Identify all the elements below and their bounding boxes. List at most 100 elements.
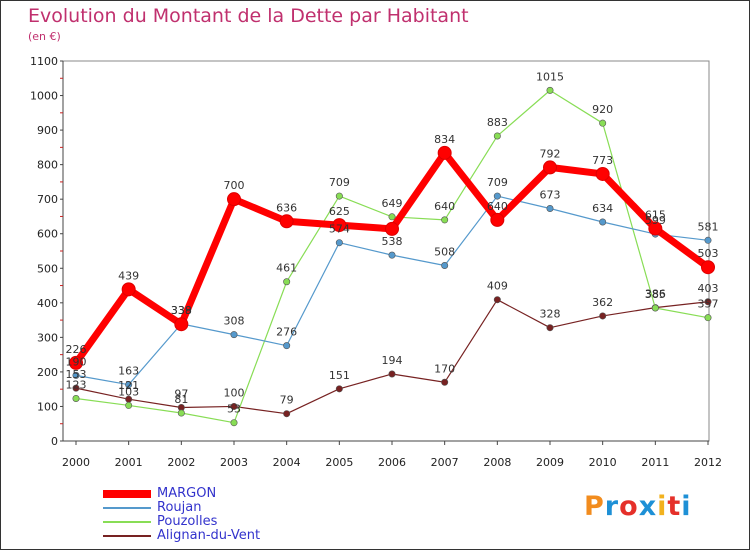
data-label: 53 <box>227 403 241 416</box>
series-point-3 <box>335 385 343 393</box>
y-tick-label: 100 <box>37 400 58 413</box>
x-tick-label: 2001 <box>115 456 143 469</box>
data-label: 834 <box>434 133 455 146</box>
series-point-1 <box>493 192 501 200</box>
data-label: 508 <box>434 246 455 259</box>
series-point-3 <box>230 402 238 410</box>
x-tick-label: 2004 <box>273 456 301 469</box>
logo-letter: r <box>604 491 620 522</box>
data-label: 792 <box>540 147 561 160</box>
data-label: 634 <box>592 202 613 215</box>
series-point-2 <box>177 409 185 417</box>
x-tick-label: 2005 <box>325 456 353 469</box>
series-point-1 <box>335 239 343 247</box>
data-label: 403 <box>698 282 719 295</box>
data-label: 79 <box>280 394 294 407</box>
series-point-0 <box>174 317 189 332</box>
legend-label-2: Pouzolles <box>157 514 218 529</box>
series-point-2 <box>599 119 607 127</box>
data-label: 1015 <box>536 70 564 83</box>
series-point-1 <box>704 236 712 244</box>
series-point-2 <box>125 401 133 409</box>
logo-letter: o <box>619 491 639 522</box>
data-label: 599 <box>645 214 666 227</box>
y-tick-label: 1000 <box>30 90 58 103</box>
series-point-1 <box>283 342 291 350</box>
y-tick-label: 400 <box>37 297 58 310</box>
data-label: 581 <box>698 220 719 233</box>
proxiti-logo: Proxiti <box>584 491 692 522</box>
series-point-3 <box>72 384 80 392</box>
series-point-1 <box>599 218 607 226</box>
logo-letter: P <box>584 491 605 522</box>
series-point-0 <box>543 160 557 175</box>
series-point-2 <box>388 213 396 221</box>
x-tick-label: 2007 <box>431 456 459 469</box>
logo-letter: i <box>681 491 692 522</box>
series-point-3 <box>283 410 291 418</box>
data-label: 700 <box>224 179 245 192</box>
data-label: 170 <box>434 362 455 375</box>
data-label: 649 <box>382 197 403 210</box>
series-point-0 <box>121 282 136 297</box>
series-point-2 <box>230 419 238 427</box>
data-label: 409 <box>487 280 508 293</box>
x-tick-label: 2008 <box>483 456 511 469</box>
series-point-0 <box>332 218 347 233</box>
data-label: 121 <box>118 379 139 392</box>
data-label: 338 <box>171 304 192 317</box>
x-tick-label: 2009 <box>536 456 564 469</box>
series-point-0 <box>385 221 399 236</box>
chart-title: Evolution du Montant de la Dette par Hab… <box>28 5 469 27</box>
data-label: 123 <box>66 379 87 392</box>
x-tick-label: 2003 <box>220 456 248 469</box>
x-tick-label: 2010 <box>589 456 617 469</box>
data-label: 709 <box>487 176 508 189</box>
data-label: 100 <box>224 386 245 399</box>
logo-letter: i <box>657 491 668 522</box>
series-point-1 <box>230 331 238 339</box>
series-point-2 <box>546 86 554 94</box>
logo-letter: x <box>638 491 658 522</box>
y-tick-label: 0 <box>51 435 58 448</box>
x-tick-label: 2011 <box>641 456 669 469</box>
data-label: 357 <box>698 298 719 311</box>
series-point-2 <box>283 278 291 286</box>
series-layer <box>69 86 715 427</box>
data-label: 640 <box>434 200 455 213</box>
legend-label-3: Alignan-du-Vent <box>157 528 261 543</box>
data-label: 103 <box>118 385 139 398</box>
series-point-3 <box>388 370 396 378</box>
data-label: 920 <box>592 103 613 116</box>
data-label: 362 <box>592 296 613 309</box>
data-label: 81 <box>174 393 188 406</box>
axes: 0 100 200 300 400 500 600 700 800 900 1000 1100 2000… <box>30 55 722 469</box>
series-point-0 <box>701 260 715 275</box>
chart-subtitle: (en €) <box>28 30 61 43</box>
y-tick-label: 700 <box>37 193 58 206</box>
x-tick-label: 2000 <box>62 456 90 469</box>
series-point-2 <box>335 192 343 200</box>
series-point-1 <box>72 371 80 379</box>
x-tick-label: 2002 <box>167 456 195 469</box>
series-point-1 <box>546 205 554 213</box>
legend-swatches <box>103 490 151 537</box>
series-point-1 <box>388 251 396 259</box>
data-label: 673 <box>540 189 561 202</box>
series-point-2 <box>493 132 501 140</box>
data-label: 574 <box>329 223 350 236</box>
data-label: 163 <box>118 365 139 378</box>
y-tick-label: 1100 <box>30 55 58 68</box>
data-label: 339 <box>171 304 192 317</box>
data-label: 625 <box>329 205 350 218</box>
data-label: 439 <box>118 269 139 282</box>
data-label: 328 <box>540 308 561 321</box>
series-point-2 <box>72 395 80 403</box>
legend-label-1: Roujan <box>157 500 202 515</box>
plot-area <box>62 60 710 442</box>
series-point-0 <box>490 212 505 227</box>
data-label: 194 <box>382 354 403 367</box>
